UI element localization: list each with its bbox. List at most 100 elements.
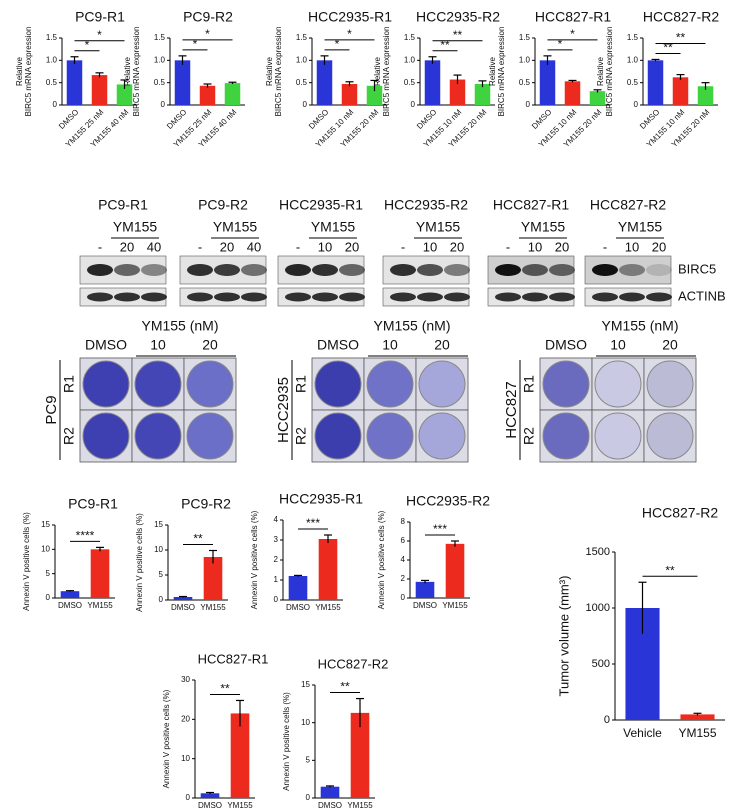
y-axis-label: Annexin V positive cells (%) [250, 510, 259, 609]
dose-label: 10 [610, 337, 626, 353]
significance-label: * [205, 27, 210, 41]
blot-title: HCC2935-R2 [384, 197, 468, 213]
band [592, 292, 618, 302]
bar [316, 60, 333, 105]
bar [60, 591, 80, 598]
band [285, 264, 311, 276]
y-axis-label: Annexin V positive cells (%) [282, 692, 291, 791]
band [495, 264, 521, 276]
significance-label: ** [340, 680, 350, 694]
line-label: R2 [293, 427, 309, 445]
y-axis-label: BIRC5 mRNA expression [382, 27, 391, 117]
y-tick-label: 15 [301, 680, 310, 689]
protein-label: ACTINB [678, 288, 726, 303]
blot-title: PC9-R2 [198, 197, 248, 213]
lane-label: 40 [247, 239, 261, 254]
y-axis-label: BIRC5 mRNA expression [497, 27, 506, 117]
blot-title: HCC827-R1 [493, 197, 569, 213]
plate [186, 412, 234, 460]
chart-title: PC9-R2 [183, 9, 233, 25]
lane-label: 20 [345, 239, 359, 254]
band [619, 292, 645, 302]
band [390, 264, 416, 276]
y-tick-label: 0 [186, 793, 191, 802]
blot-treatment: YM155 [521, 219, 566, 235]
band [241, 292, 267, 302]
cell-label: HCC2935 [275, 377, 292, 443]
chart-title: HCC2935-R2 [416, 9, 500, 25]
y-tick-label: 0.5 [627, 78, 639, 87]
x-tick-label: DMSO [171, 603, 195, 612]
band [141, 292, 167, 302]
band [646, 292, 672, 302]
band [312, 264, 338, 276]
bar [341, 84, 358, 105]
chart-title: HCC2935-R1 [308, 9, 392, 25]
y-tick-label: 5 [159, 570, 164, 579]
y-tick-label: 15 [154, 520, 163, 529]
x-tick-label: DMSO [286, 603, 310, 612]
bar [91, 75, 108, 105]
band [619, 264, 645, 276]
band [549, 292, 575, 302]
band [339, 264, 365, 276]
dose-label: 20 [434, 337, 450, 353]
line-label: R1 [61, 375, 77, 393]
band [114, 264, 140, 276]
lane-label: 20 [220, 239, 234, 254]
y-tick-label: 1 [274, 575, 279, 584]
lane-label: - [401, 239, 405, 254]
x-tick-label: DMSO [318, 801, 342, 809]
band [187, 292, 213, 302]
significance-label: * [570, 27, 575, 41]
plate [418, 412, 466, 460]
dose-label: 10 [150, 337, 166, 353]
y-tick-label: 2 [401, 574, 406, 583]
band [312, 292, 338, 302]
y-tick-label: 5 [306, 755, 311, 764]
y-tick-label: 1.5 [627, 33, 639, 42]
lane-label: 10 [423, 239, 437, 254]
chart-title: HCC2935-R2 [406, 493, 490, 509]
plate [186, 360, 234, 408]
band [522, 292, 548, 302]
bar [350, 712, 370, 798]
lane-label: 20 [450, 239, 464, 254]
y-axis-label: Annexin V positive cells (%) [162, 689, 171, 788]
x-tick-label: YM155 [315, 603, 341, 612]
plate [542, 360, 590, 408]
bar [647, 60, 664, 105]
y-tick-label: 0 [526, 100, 531, 109]
y-axis-label: Annexin V positive cells (%) [135, 513, 144, 612]
y-tick-label: 1.0 [404, 55, 416, 64]
y-tick-label: 1.5 [296, 33, 308, 42]
bar [320, 786, 340, 798]
y-tick-label: 0 [401, 593, 406, 602]
band [214, 292, 240, 302]
plate [594, 412, 642, 460]
protein-label: BIRC5 [678, 261, 716, 276]
y-axis-label: Tumor volume (mm³) [556, 576, 571, 697]
x-tick-label: DMSO [307, 108, 330, 131]
bar [224, 83, 241, 105]
x-tick-label: YM155 [347, 801, 373, 809]
bar [288, 576, 308, 600]
band [339, 292, 365, 302]
dose-label: DMSO [85, 337, 127, 353]
x-tick-label: YM155 [200, 603, 226, 612]
blot-title: HCC2935-R1 [279, 197, 363, 213]
lane-label: 20 [652, 239, 666, 254]
cell-label: PC9 [43, 395, 60, 424]
significance-label: * [335, 37, 340, 51]
y-tick-label: 8 [401, 517, 406, 526]
y-tick-label: 3 [274, 535, 279, 544]
y-tick-label: 20 [181, 714, 190, 723]
y-tick-label: 0.5 [296, 78, 308, 87]
y-tick-label: 30 [181, 675, 190, 684]
x-tick-label: DMSO [58, 601, 82, 610]
y-axis-label: Relative [488, 57, 497, 86]
band [87, 264, 113, 276]
colony-header: YM155 (nM) [601, 318, 678, 334]
dose-label: 10 [382, 337, 398, 353]
